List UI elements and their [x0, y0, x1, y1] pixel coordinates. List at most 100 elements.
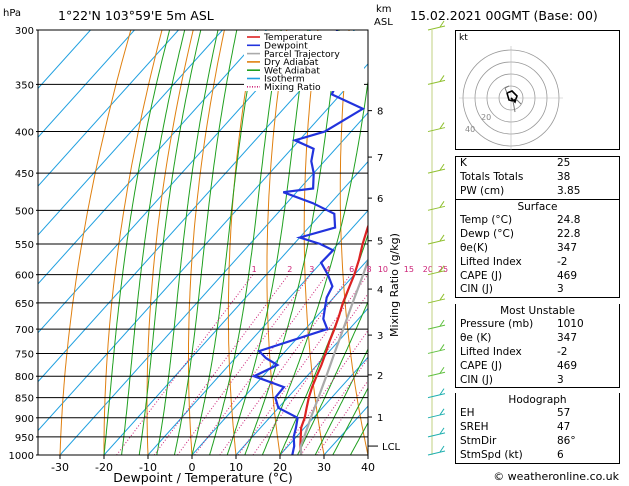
wind-barb [427, 270, 446, 276]
legend-label: Wet Adiabat [264, 65, 320, 76]
wet-adiabat-line [314, 347, 368, 455]
row-label: Dewp (°C) [460, 227, 514, 240]
isotherm-line [38, 30, 267, 285]
legend-label: Isotherm [264, 74, 305, 85]
mixing-ratio-label: 2 [287, 265, 292, 274]
wet-adiabat-line [332, 386, 368, 455]
pressure-tick-label: 350 [15, 80, 34, 91]
km-tick-label: 6 [377, 194, 383, 205]
surface-table: Surface Temp (°C) 24.8 Dewp (°C) 22.8 θe(K) 3… [455, 200, 620, 299]
temperature-tick-label: 20 [273, 461, 287, 474]
wind-barb [427, 79, 446, 85]
wind-barb [427, 298, 446, 304]
wind-barb-flag [439, 163, 445, 171]
wind-barb [427, 348, 446, 354]
pressure-tick-label: 600 [15, 271, 34, 282]
table-row: Dewp (°C) 22.8 [456, 228, 619, 242]
x-axis-label: Dewpoint / Temperature (°C) [113, 470, 292, 485]
hodograph-trace-upper [504, 85, 522, 113]
wind-barb [427, 239, 446, 245]
hodograph-title: Hodograph [508, 394, 567, 406]
row-value: 3 [557, 283, 564, 296]
isotherm-line [235, 307, 368, 455]
credit-text: © weatheronline.co.uk [493, 470, 619, 483]
mixing-ratio-label: 6 [349, 265, 354, 274]
table-row: θe(K) 347 [456, 242, 619, 256]
table-row: K 25 [456, 157, 619, 171]
isotherm-line [38, 63, 368, 432]
mixing-ratio-label: 25 [438, 265, 448, 274]
row-label: Lifted Index [460, 255, 522, 268]
mixing-ratio-label: 15 [404, 265, 414, 274]
mixing-ratio-line [194, 274, 328, 455]
skew-t-chart: 1 2 3 4 6 8 10 15 20 2530035040045050055060065070… [9, 20, 448, 485]
row-label: K [460, 157, 467, 169]
wind-barb [427, 450, 446, 456]
row-value: 47 [557, 420, 571, 433]
wind-barb [427, 393, 446, 399]
row-label: Temp (°C) [460, 214, 513, 226]
legend-label: Dewpoint [264, 41, 308, 52]
row-label: Pressure (mb) [460, 318, 534, 330]
row-label: Totals Totals [460, 170, 524, 183]
wind-barb-flag [439, 408, 445, 416]
row-label: Lifted Index [460, 345, 522, 358]
row-label: CIN (J) [460, 373, 493, 386]
legend-label: Mixing Ratio [264, 82, 321, 93]
pressure-tick-label: 950 [15, 433, 34, 444]
mixing-ratio-label: 1 [252, 265, 257, 274]
mixing-ratio-label: 8 [367, 265, 372, 274]
station-info: 1°22'N 103°59'E 5m ASL [58, 8, 214, 23]
row-value: 22.8 [557, 227, 581, 240]
row-value: 1010 [557, 318, 584, 330]
temperature-tick-label: 10 [229, 461, 243, 474]
mixing-ratio-line [177, 274, 311, 455]
temperature-tick-label: 30 [317, 461, 331, 474]
wind-barb [427, 432, 446, 438]
km-tick-label: 1 [377, 413, 383, 424]
table-row: Lifted Index -2 [456, 346, 619, 360]
pressure-tick-label: 700 [15, 325, 34, 336]
row-value: 347 [557, 241, 578, 254]
row-value: 469 [557, 359, 578, 372]
wind-barb-flag [439, 201, 445, 208]
table-row: θe (K) 347 [456, 332, 619, 346]
pressure-tick-label: 400 [15, 128, 34, 139]
temperature-tick-label: 40 [361, 461, 375, 474]
table-row: Lifted Index -2 [456, 256, 619, 270]
mixing-ratio-label: 4 [325, 265, 330, 274]
row-value: 347 [557, 331, 578, 344]
wind-barb-flag [439, 20, 445, 28]
row-value: 6 [557, 448, 564, 461]
hodograph-ring-label: 20 [481, 113, 491, 122]
wind-barb [427, 205, 446, 211]
wind-barb [427, 127, 446, 133]
wind-barb-flag [439, 319, 445, 327]
row-value: -2 [557, 345, 568, 358]
row-label: CAPE (J) [460, 269, 503, 282]
row-label: StmSpd (kt) [460, 448, 523, 461]
legend-label: Temperature [263, 32, 323, 43]
isotherm-line [147, 209, 368, 455]
indices-table: K 25 Totals Totals 38 PW (cm) 3.85 [455, 156, 620, 200]
hodograph: kt 20 40 [455, 30, 620, 150]
table-row: Pressure (mb) 1010 [456, 318, 619, 332]
row-label: PW (cm) [460, 184, 505, 197]
legend-label: Dry Adiabat [264, 57, 319, 68]
surface-title: Surface [517, 201, 558, 213]
km-tick-label: 2 [377, 371, 383, 382]
pressure-tick-label: 800 [15, 372, 34, 383]
lcl-label: LCL [382, 442, 401, 453]
wind-barb [427, 324, 446, 330]
row-value: 38 [557, 170, 571, 183]
temperature-tick-label: -10 [139, 461, 157, 474]
temperature-tick-label: -20 [95, 461, 113, 474]
wind-barb-flag [439, 234, 445, 242]
isotherm-line [38, 30, 179, 187]
row-label: CAPE (J) [460, 359, 503, 372]
mixing-ratio-line [316, 379, 368, 455]
table-row: CAPE (J) 469 [456, 360, 619, 374]
wind-barb-flag [439, 122, 445, 129]
km-tick-label: 4 [377, 285, 383, 296]
